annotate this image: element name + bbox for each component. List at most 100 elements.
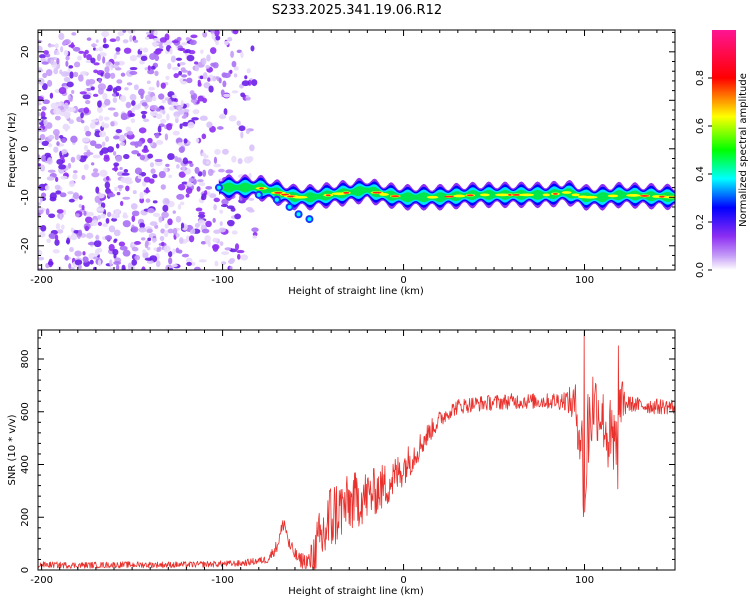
noise-speck	[131, 246, 139, 252]
noise-speck	[64, 125, 69, 132]
noise-speck	[175, 215, 182, 223]
noise-speck	[198, 259, 207, 263]
noise-speck	[222, 80, 227, 88]
noise-speck	[96, 207, 105, 212]
noise-speck	[141, 266, 146, 270]
noise-speck	[195, 138, 200, 143]
spectrogram-x-tick-label: 0	[400, 275, 406, 286]
noise-speck	[68, 198, 75, 203]
noise-speck	[146, 246, 151, 251]
noise-speck	[161, 241, 165, 247]
noise-speck	[68, 180, 75, 188]
noise-speck	[177, 183, 186, 191]
ridge-hotspot-red	[508, 193, 513, 196]
noise-speck	[158, 246, 162, 252]
noise-speck	[42, 99, 50, 105]
spectrogram-y-tick-label: 10	[20, 94, 31, 107]
noise-speck	[147, 237, 152, 242]
noise-speck	[122, 39, 129, 44]
noise-speck	[67, 107, 76, 113]
noise-speck	[138, 227, 147, 233]
noise-speck	[153, 247, 157, 251]
noise-speck	[131, 210, 140, 217]
noise-speck	[78, 203, 82, 208]
noise-speck	[194, 166, 200, 174]
noise-speck	[227, 219, 235, 227]
noise-speck	[144, 67, 149, 71]
noise-speck	[58, 86, 67, 95]
noise-speck	[81, 137, 90, 143]
noise-speck	[132, 190, 137, 195]
noise-speck	[161, 211, 169, 219]
noise-speck	[134, 167, 143, 175]
noise-speck	[218, 227, 226, 233]
noise-speck	[122, 30, 127, 34]
noise-speck	[115, 92, 120, 97]
spectrogram-x-tick-label: -200	[30, 275, 53, 286]
snr-x-tick-label: -100	[211, 575, 234, 586]
noise-speck	[227, 259, 235, 265]
noise-speck	[134, 141, 139, 149]
noise-speck	[172, 228, 178, 235]
noise-speck	[119, 95, 127, 102]
noise-speck	[91, 172, 100, 178]
noise-speck	[55, 223, 61, 230]
noise-speck	[108, 225, 116, 233]
noise-speck	[59, 46, 64, 53]
noise-speck	[183, 108, 190, 113]
noise-speck	[141, 102, 148, 107]
noise-speck	[151, 42, 160, 46]
noise-speck	[167, 228, 174, 234]
noise-speck	[129, 93, 137, 101]
ridge-hotspot-red	[552, 192, 558, 195]
noise-speck	[38, 206, 44, 211]
ridge-lump-core	[296, 212, 301, 217]
noise-speck	[104, 72, 111, 79]
noise-speck	[39, 134, 46, 140]
noise-speck	[54, 234, 59, 242]
noise-speck	[241, 80, 250, 87]
noise-speck	[188, 177, 195, 183]
noise-speck	[65, 60, 69, 67]
noise-speck	[221, 261, 227, 265]
noise-speck	[217, 168, 225, 173]
noise-speck	[44, 152, 52, 157]
spectrogram-frame	[37, 29, 676, 271]
noise-speck	[79, 91, 87, 95]
noise-speck	[97, 214, 101, 220]
noise-speck	[122, 212, 128, 218]
noise-speck	[144, 257, 153, 261]
noise-speck	[163, 245, 171, 253]
noise-speck	[185, 235, 190, 242]
noise-speck	[206, 121, 213, 128]
noise-speck	[98, 131, 107, 138]
noise-speck	[180, 67, 186, 72]
noise-speck	[70, 42, 75, 49]
noise-speck	[165, 163, 170, 167]
noise-speck	[140, 55, 148, 61]
noise-speck	[160, 82, 166, 89]
noise-speck	[116, 79, 123, 84]
noise-speck	[53, 50, 57, 56]
spectrogram-y-tick-label: 20	[20, 45, 31, 58]
noise-speck	[142, 249, 147, 254]
noise-speck	[41, 106, 47, 111]
snr-x-tick-label: 0	[400, 575, 406, 586]
colorbar-tick-label: 0.6	[695, 118, 706, 134]
noise-speck	[185, 187, 193, 194]
noise-speck	[194, 61, 199, 65]
noise-speck	[145, 240, 149, 246]
noise-speck	[197, 82, 202, 87]
noise-speck	[61, 148, 68, 155]
noise-speck	[147, 69, 155, 75]
noise-speck	[110, 121, 115, 127]
noise-speck	[186, 261, 192, 266]
noise-speck	[93, 62, 100, 66]
noise-speck	[113, 229, 121, 237]
noise-speck	[133, 39, 139, 43]
noise-speck	[38, 139, 43, 144]
noise-speck	[55, 176, 59, 183]
noise-speck	[162, 197, 170, 206]
noise-speck	[129, 66, 138, 71]
